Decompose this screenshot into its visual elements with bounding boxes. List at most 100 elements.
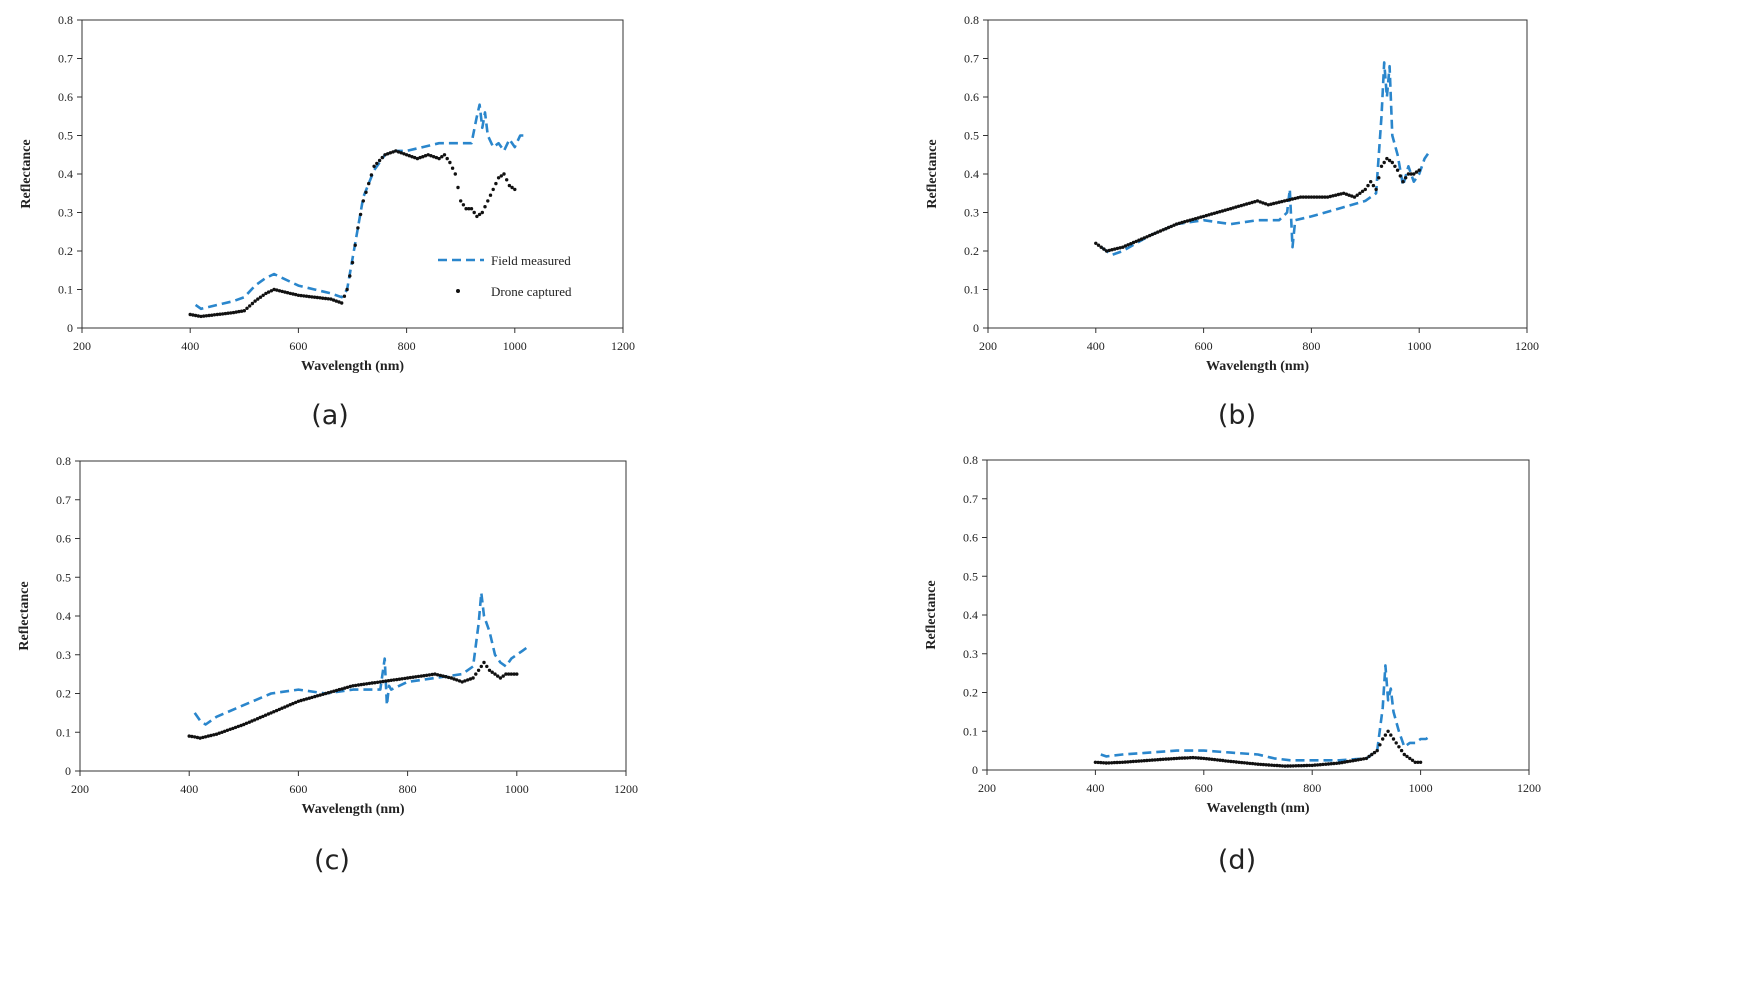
data-point-drone-captured bbox=[1329, 762, 1333, 766]
data-point-drone-captured bbox=[407, 154, 411, 158]
data-point-drone-captured bbox=[1107, 248, 1111, 253]
data-point-drone-captured bbox=[1096, 760, 1100, 765]
data-point-drone-captured bbox=[321, 296, 325, 300]
data-point-drone-captured bbox=[1378, 743, 1382, 747]
data-point-drone-captured bbox=[1261, 762, 1266, 767]
data-point-drone-captured bbox=[442, 153, 447, 157]
data-point-drone-captured bbox=[1158, 229, 1163, 233]
data-point-drone-captured bbox=[310, 295, 314, 299]
data-point-drone-captured bbox=[1120, 760, 1125, 764]
data-point-drone-captured bbox=[299, 698, 303, 703]
data-point-drone-captured bbox=[1258, 200, 1262, 204]
data-point-drone-captured bbox=[491, 187, 495, 192]
data-point-drone-captured bbox=[345, 287, 349, 292]
data-point-drone-captured bbox=[226, 311, 230, 315]
data-point-drone-captured bbox=[488, 193, 493, 197]
y-axis-label: Reflectance bbox=[19, 139, 34, 208]
data-point-drone-captured bbox=[1250, 200, 1254, 205]
data-point-drone-captured bbox=[444, 675, 448, 679]
data-point-drone-captured bbox=[1145, 235, 1149, 239]
data-point-drone-captured bbox=[485, 664, 489, 669]
data-point-drone-captured bbox=[1405, 754, 1409, 759]
data-point-drone-captured bbox=[258, 295, 263, 299]
data-point-drone-captured bbox=[380, 155, 384, 160]
data-point-drone-captured bbox=[510, 185, 514, 190]
data-point-drone-captured bbox=[1250, 761, 1255, 766]
data-point-drone-captured bbox=[499, 174, 503, 178]
data-point-drone-captured bbox=[296, 293, 301, 297]
data-point-drone-captured bbox=[318, 296, 322, 300]
x-tick-label: 1000 bbox=[503, 339, 527, 353]
data-point-drone-captured bbox=[340, 687, 344, 691]
data-point-drone-captured bbox=[402, 152, 406, 156]
data-point-drone-captured bbox=[1185, 219, 1190, 223]
data-point-drone-captured bbox=[1370, 752, 1374, 757]
data-point-drone-captured bbox=[408, 675, 412, 680]
y-tick-label: 0.3 bbox=[56, 648, 71, 662]
data-point-drone-captured bbox=[272, 287, 276, 292]
data-point-drone-captured bbox=[1242, 203, 1246, 207]
data-point-drone-captured bbox=[486, 199, 490, 203]
data-point-drone-captured bbox=[280, 706, 284, 710]
data-point-drone-captured bbox=[214, 732, 219, 736]
data-point-drone-captured bbox=[1221, 758, 1225, 763]
data-point-drone-captured bbox=[386, 152, 390, 156]
data-point-drone-captured bbox=[1293, 196, 1297, 201]
data-point-drone-captured bbox=[1369, 180, 1373, 184]
data-point-drone-captured bbox=[1104, 249, 1109, 253]
data-point-drone-captured bbox=[433, 672, 437, 676]
data-point-drone-captured bbox=[343, 686, 347, 690]
data-point-drone-captured bbox=[1204, 757, 1209, 761]
data-point-drone-captured bbox=[1099, 245, 1103, 249]
data-point-drone-captured bbox=[1228, 207, 1233, 211]
data-point-drone-captured bbox=[1099, 760, 1103, 765]
data-point-drone-captured bbox=[1145, 758, 1149, 763]
data-point-drone-captured bbox=[1253, 762, 1257, 766]
data-point-drone-captured bbox=[1118, 760, 1122, 765]
data-point-drone-captured bbox=[1218, 210, 1222, 214]
data-point-drone-captured bbox=[315, 694, 320, 698]
data-point-drone-captured bbox=[487, 668, 492, 672]
data-point-drone-captured bbox=[291, 701, 295, 706]
data-point-drone-captured bbox=[236, 724, 240, 729]
data-point-drone-captured bbox=[234, 310, 238, 314]
data-point-drone-captured bbox=[1183, 220, 1187, 224]
data-point-drone-captured bbox=[1324, 762, 1328, 766]
y-tick-label: 0.1 bbox=[963, 724, 978, 738]
data-point-drone-captured bbox=[253, 299, 257, 303]
data-point-drone-captured bbox=[337, 687, 341, 692]
data-point-drone-captured bbox=[463, 679, 467, 683]
data-point-drone-captured bbox=[413, 155, 417, 160]
data-point-drone-captured bbox=[221, 312, 225, 316]
y-tick-label: 0.8 bbox=[963, 453, 978, 467]
data-point-drone-captured bbox=[239, 309, 244, 313]
data-point-drone-captured bbox=[258, 715, 262, 720]
data-point-drone-captured bbox=[411, 675, 415, 679]
x-tick-label: 600 bbox=[289, 339, 307, 353]
data-point-drone-captured bbox=[375, 680, 380, 684]
data-point-drone-captured bbox=[509, 672, 513, 676]
data-point-drone-captured bbox=[427, 673, 432, 677]
data-point-drone-captured bbox=[367, 181, 371, 186]
data-point-drone-captured bbox=[212, 313, 217, 317]
data-point-drone-captured bbox=[334, 688, 339, 693]
data-point-drone-captured bbox=[1390, 160, 1394, 165]
data-point-drone-captured bbox=[1410, 758, 1415, 762]
data-point-drone-captured bbox=[291, 292, 295, 296]
data-point-drone-captured bbox=[381, 679, 385, 684]
data-point-drone-captured bbox=[1188, 756, 1192, 760]
data-point-drone-captured bbox=[1307, 763, 1312, 768]
data-point-drone-captured bbox=[450, 166, 455, 170]
x-axis-label: Wavelength (nm) bbox=[301, 359, 404, 374]
data-point-drone-captured bbox=[210, 313, 214, 317]
x-axis-label: Wavelength (nm) bbox=[1206, 359, 1309, 374]
data-point-drone-captured bbox=[1274, 201, 1279, 205]
data-point-drone-captured bbox=[1269, 202, 1273, 206]
data-point-drone-captured bbox=[1391, 737, 1396, 741]
data-point-drone-captured bbox=[1401, 180, 1405, 184]
y-axis-label: Reflectance bbox=[924, 580, 939, 649]
data-point-drone-captured bbox=[483, 205, 487, 209]
data-point-drone-captured bbox=[1413, 760, 1417, 764]
data-point-drone-captured bbox=[1166, 757, 1171, 761]
data-point-drone-captured bbox=[460, 680, 464, 684]
